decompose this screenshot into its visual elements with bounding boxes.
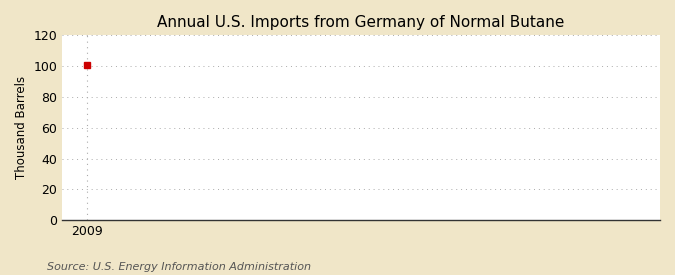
Text: Source: U.S. Energy Information Administration: Source: U.S. Energy Information Administ… bbox=[47, 262, 311, 272]
Title: Annual U.S. Imports from Germany of Normal Butane: Annual U.S. Imports from Germany of Norm… bbox=[157, 15, 565, 30]
Y-axis label: Thousand Barrels: Thousand Barrels bbox=[15, 76, 28, 179]
